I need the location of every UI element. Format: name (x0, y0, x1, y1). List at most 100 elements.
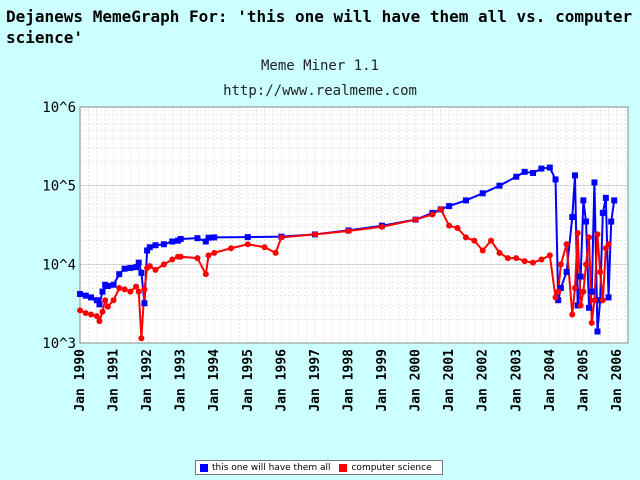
data-point-red (152, 266, 159, 273)
data-point-red (133, 283, 140, 290)
data-point-red (205, 252, 212, 259)
data-point-red (555, 288, 562, 295)
x-tick-label: Jan 1992 (140, 349, 155, 412)
data-point-red (479, 247, 486, 254)
data-point-red (146, 263, 153, 270)
data-point-red (594, 231, 601, 238)
data-point-red (471, 237, 478, 244)
x-tick-label: Jan 1990 (73, 349, 88, 412)
data-point-red (504, 255, 511, 262)
data-point-red (488, 237, 495, 244)
data-point-red (462, 234, 469, 241)
data-point-red (127, 288, 134, 295)
legend-swatch-red (339, 463, 348, 472)
data-point-blue (588, 288, 595, 295)
data-point-red (412, 216, 419, 223)
data-point-blue (608, 218, 615, 225)
x-tick-label: Jan 1998 (341, 349, 356, 412)
data-point-red (177, 253, 184, 260)
data-point-blue (133, 264, 140, 271)
data-point-blue (88, 294, 95, 301)
data-point-blue (580, 197, 587, 204)
data-point-red (557, 261, 564, 268)
data-point-blue (82, 292, 89, 299)
data-point-blue (141, 300, 148, 307)
x-tick-label: Jan 2004 (543, 349, 558, 412)
x-tick-label: Jan 2000 (409, 349, 424, 412)
data-point-blue (538, 165, 545, 172)
x-tick-label: Jan 1997 (308, 349, 323, 412)
x-tick-label: Jan 1991 (107, 349, 122, 412)
data-point-red (577, 302, 584, 309)
data-point-red (104, 303, 111, 310)
data-point-blue (146, 244, 153, 251)
legend-label-series2: computer science (351, 462, 432, 473)
data-point-blue (462, 197, 469, 204)
x-tick-label: Jan 2003 (509, 349, 524, 412)
y-tick-label: 10^5 (42, 179, 76, 195)
data-point-red (345, 228, 352, 235)
legend-item-series1: this one will have them all (200, 463, 330, 473)
x-tick-label: Jan 2001 (442, 349, 457, 412)
legend-item-series2: computer science (339, 462, 432, 473)
data-point-red (591, 297, 598, 304)
data-point-blue (144, 247, 151, 254)
data-point-blue (594, 328, 601, 335)
data-point-red (437, 206, 444, 213)
y-tick-label: 10^4 (42, 257, 76, 273)
data-point-blue (591, 179, 598, 186)
data-point-blue (605, 294, 612, 301)
data-point-blue (577, 273, 584, 280)
data-point-blue (169, 238, 176, 245)
data-point-blue (99, 288, 106, 295)
data-point-red (496, 249, 503, 256)
data-point-red (513, 255, 520, 262)
data-point-red (102, 297, 109, 304)
y-tick-label: 10^3 (42, 336, 76, 352)
data-point-red (116, 285, 123, 292)
data-point-red (569, 311, 576, 318)
data-point-red (574, 230, 581, 237)
data-point-red (135, 288, 142, 295)
data-point-red (272, 249, 279, 256)
x-axis-labels: Jan 1990 Jan 1991 Jan 1992 Jan 1993 Jan 1994… (73, 349, 625, 412)
data-point-blue (586, 304, 593, 311)
data-point-red (580, 288, 587, 295)
data-point-red (311, 231, 318, 238)
data-point-red (454, 224, 461, 231)
legend-label-series1: this one will have them all (212, 462, 331, 473)
data-point-blue (194, 235, 201, 242)
data-point-blue (104, 283, 111, 290)
data-point-red (82, 310, 89, 317)
data-point-red (278, 234, 285, 241)
data-point-blue (127, 264, 134, 271)
data-point-red (379, 223, 386, 230)
y-axis-labels: 10^3 10^4 10^5 10^6 (42, 100, 76, 352)
x-tick-label: Jan 2002 (476, 349, 491, 412)
data-point-red (138, 335, 145, 342)
data-point-blue (611, 197, 618, 204)
data-point-blue (513, 173, 520, 180)
plot-area (80, 107, 628, 343)
data-point-blue (530, 169, 537, 176)
data-point-blue (571, 172, 578, 179)
data-point-blue (110, 281, 117, 288)
data-point-red (586, 234, 593, 241)
data-point-red (599, 297, 606, 304)
data-point-blue (202, 238, 209, 245)
data-point-red (110, 297, 117, 304)
data-point-blue (599, 209, 606, 216)
data-point-blue (211, 234, 218, 241)
data-point-red (538, 256, 545, 263)
series-markers (77, 164, 618, 342)
data-point-red (597, 268, 604, 275)
data-point-blue (569, 213, 576, 220)
data-point-red (605, 241, 612, 248)
x-tick-label: Jan 1995 (241, 349, 256, 412)
data-point-blue (152, 242, 159, 249)
data-point-red (261, 244, 268, 251)
data-point-blue (244, 234, 251, 241)
data-point-blue (496, 182, 503, 189)
data-point-red (202, 271, 209, 278)
